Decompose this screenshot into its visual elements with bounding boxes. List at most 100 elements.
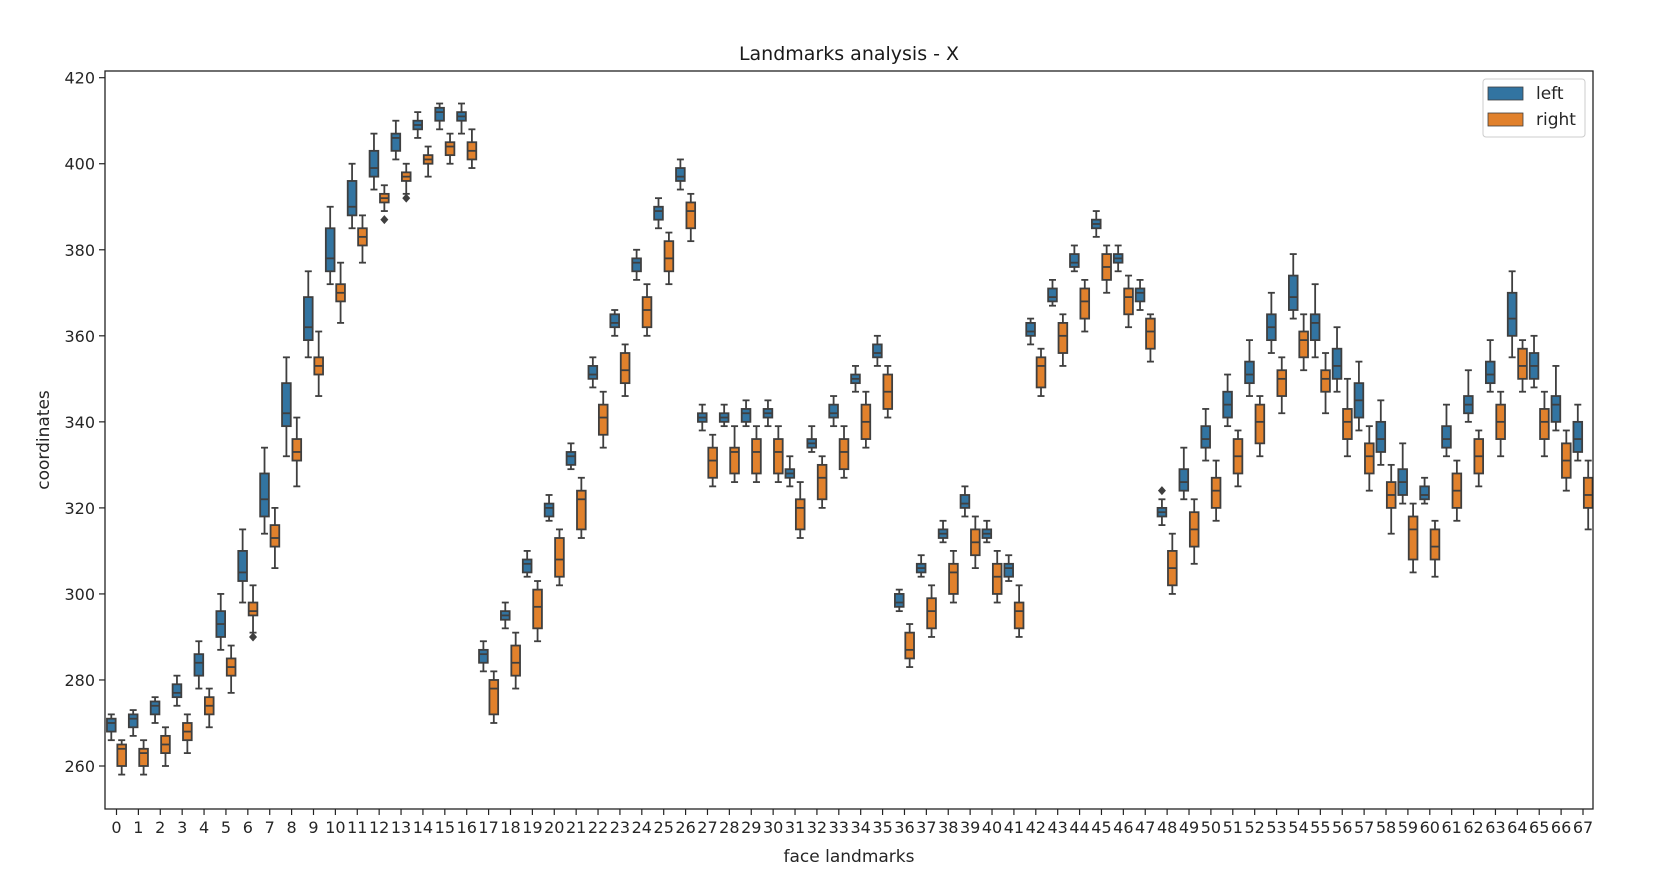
x-tick-label: 2 (155, 818, 165, 837)
box-right-4 (204, 687, 215, 729)
x-tick-label: 26 (675, 818, 695, 837)
box-left-56 (1331, 326, 1343, 393)
box-left-10 (324, 205, 336, 286)
box-right-43 (1057, 313, 1069, 367)
box-left-11 (346, 162, 358, 230)
legend-label-right: right (1536, 110, 1576, 130)
box-right-21 (576, 476, 587, 539)
box-left-15 (434, 102, 445, 131)
box-right-7 (269, 506, 281, 570)
box-right-9 (313, 330, 324, 397)
box-right-67 (1582, 459, 1594, 531)
box-left-1 (127, 709, 139, 737)
outlier-marker (249, 632, 258, 642)
box-right-17 (488, 670, 500, 724)
box-right-10 (335, 261, 346, 324)
x-tick-label: 4 (199, 818, 209, 837)
box-left-39 (959, 485, 971, 518)
y-tick-label: 400 (64, 155, 95, 174)
box-right-39 (970, 515, 981, 570)
box-left-21 (565, 442, 577, 471)
box-left-14 (412, 111, 423, 139)
box-right-13 (400, 162, 412, 195)
y-tick-label: 340 (64, 413, 95, 432)
box-left-17 (478, 640, 489, 673)
box-right-42 (1035, 347, 1047, 397)
box-right-36 (904, 623, 915, 668)
box-right-32 (816, 455, 828, 509)
box-left-22 (587, 356, 599, 389)
box-left-67 (1572, 403, 1584, 462)
x-tick-label: 6 (243, 818, 253, 837)
legend-swatch-right (1487, 112, 1524, 127)
x-tick-label: 45 (1091, 818, 1111, 837)
box-right-31 (794, 481, 806, 539)
box-right-35 (882, 365, 894, 419)
box-right-38 (948, 550, 959, 604)
box-left-44 (1069, 244, 1080, 273)
chart-title: Landmarks analysis - X (739, 43, 959, 65)
box-right-34 (860, 390, 872, 449)
box-right-37 (926, 584, 937, 638)
x-tick-label: 13 (391, 818, 411, 837)
box-left-38 (937, 519, 949, 544)
x-tick-label: 54 (1288, 818, 1308, 837)
box-left-32 (806, 425, 817, 453)
x-tick-label: 50 (1201, 818, 1221, 837)
box-right-47 (1145, 313, 1156, 363)
box-right-6 (247, 584, 259, 634)
x-tick-label: 21 (566, 818, 586, 837)
x-tick-label: 9 (308, 818, 318, 837)
box-left-28 (718, 403, 730, 428)
box-right-12 (379, 184, 390, 212)
box-right-57 (1364, 425, 1375, 492)
box-left-54 (1288, 253, 1299, 320)
x-tick-label: 39 (960, 818, 980, 837)
box-right-20 (554, 528, 565, 587)
box-left-55 (1309, 283, 1321, 359)
box-left-48 (1156, 498, 1168, 526)
x-tick-label: 64 (1507, 818, 1527, 837)
x-tick-label: 57 (1354, 818, 1374, 837)
box-left-34 (850, 365, 861, 393)
outlier-marker (1157, 486, 1166, 496)
box-left-8 (281, 356, 292, 458)
x-tick-label: 41 (1004, 818, 1024, 837)
box-right-46 (1123, 274, 1134, 329)
x-tick-label: 23 (610, 818, 630, 837)
x-tick-label: 65 (1529, 818, 1549, 837)
box-left-62 (1463, 369, 1474, 423)
x-tick-label: 40 (982, 818, 1002, 837)
box-left-49 (1178, 446, 1190, 501)
x-tick-label: 10 (325, 818, 345, 837)
x-tick-label: 24 (632, 818, 652, 837)
box-left-3 (171, 674, 183, 707)
y-tick-label: 360 (64, 327, 95, 346)
x-tick-label: 58 (1376, 818, 1396, 837)
x-tick-label: 14 (413, 818, 433, 837)
x-tick-label: 62 (1463, 818, 1483, 837)
outlier-marker (402, 193, 411, 203)
x-tick-label: 42 (1026, 818, 1046, 837)
box-right-28 (729, 425, 740, 483)
box-left-65 (1528, 334, 1540, 389)
box-left-45 (1091, 210, 1102, 238)
box-left-52 (1244, 339, 1255, 397)
box-right-5 (225, 644, 237, 694)
x-tick-label: 17 (478, 818, 498, 837)
x-tick-label: 60 (1420, 818, 1440, 837)
plot-frame (104, 70, 1594, 810)
box-right-25 (663, 231, 675, 286)
x-tick-label: 8 (287, 818, 297, 837)
box-right-63 (1495, 390, 1506, 458)
box-right-22 (597, 390, 609, 449)
box-right-14 (422, 145, 434, 178)
box-left-26 (675, 158, 686, 191)
x-tick-label: 59 (1398, 818, 1418, 837)
box-left-60 (1419, 476, 1430, 505)
box-right-26 (685, 192, 697, 243)
box-right-8 (291, 416, 303, 488)
box-right-48 (1167, 532, 1178, 595)
box-left-57 (1353, 360, 1365, 432)
x-tick-label: 32 (807, 818, 827, 837)
